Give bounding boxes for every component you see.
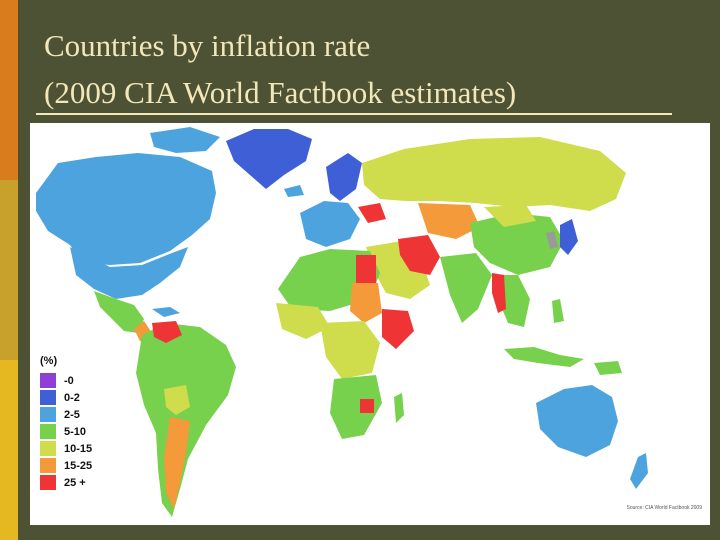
region-indonesia (504, 347, 584, 367)
region-iran (398, 235, 440, 275)
world-map-panel: (%) -0 0-2 2-5 5-10 10-15 15-25 25 + Source: C… (30, 123, 710, 525)
region-zimbabwe (360, 399, 374, 413)
region-japan (560, 219, 578, 255)
region-myanmar (492, 273, 506, 313)
region-horn-of-africa (382, 309, 414, 349)
region-canada-alaska (36, 153, 216, 265)
world-inflation-map (36, 127, 648, 517)
legend-label: 25 + (64, 476, 86, 489)
region-mexico (94, 291, 144, 333)
region-united-states (70, 247, 188, 299)
legend-label: 5-10 (64, 425, 87, 438)
legend-item: 5-10 (40, 423, 92, 440)
region-mongolia (484, 205, 536, 227)
region-korea (546, 231, 558, 249)
legend-swatch (40, 407, 56, 422)
region-ukraine (358, 203, 386, 223)
region-sudan (350, 283, 382, 323)
region-central-africa (320, 321, 380, 379)
legend-swatch (40, 424, 56, 439)
region-bolivia (164, 385, 190, 415)
legend-label: 10-15 (64, 442, 93, 455)
legend-items: -0 0-2 2-5 5-10 10-15 15-25 25 + (40, 372, 92, 491)
accent-bar-top (0, 0, 18, 180)
region-western-europe (300, 201, 360, 247)
legend-item: 2-5 (40, 406, 92, 423)
region-new-zealand (630, 453, 648, 489)
region-argentina (164, 417, 190, 509)
legend-item: 15-25 (40, 457, 92, 474)
slide-title-line-2: (2009 CIA World Factbook estimates) (44, 75, 517, 110)
region-scandinavia (326, 153, 362, 201)
legend-swatch (40, 373, 56, 388)
legend-item: 10-15 (40, 440, 92, 457)
region-arctic-islands (150, 127, 220, 153)
title-underline (36, 113, 672, 115)
region-china (470, 213, 564, 275)
region-russia (362, 137, 626, 211)
legend-swatch (40, 390, 56, 405)
legend-label: -0 (64, 374, 74, 387)
map-credit: Source: CIA World Factbook 2009 (626, 505, 702, 511)
legend-item: 0-2 (40, 389, 92, 406)
region-central-asia (418, 203, 480, 239)
accent-bar-middle (0, 180, 18, 360)
map-legend: (%) -0 0-2 2-5 5-10 10-15 15-25 25 + (40, 355, 92, 491)
region-southern-africa (330, 375, 382, 439)
region-madagascar (394, 393, 404, 423)
legend-swatch (40, 441, 56, 456)
region-greenland (226, 129, 312, 189)
accent-bar-bottom (0, 360, 18, 540)
slide-title-line-1: Countries by inflation rate (44, 28, 371, 63)
legend-swatch (40, 458, 56, 473)
legend-label: 0-2 (64, 391, 80, 404)
legend-item: 25 + (40, 474, 92, 491)
legend-swatch (40, 475, 56, 490)
region-iceland (284, 185, 304, 197)
slide-title: Countries by inflation rate (2009 CIA Wo… (44, 22, 516, 116)
legend-item: -0 (40, 372, 92, 389)
legend-title: (%) (40, 355, 58, 367)
region-egypt (356, 255, 376, 283)
region-australia (536, 385, 618, 457)
region-south-asia (440, 253, 492, 323)
legend-label: 2-5 (64, 408, 80, 421)
region-papua-new-guinea (594, 361, 622, 375)
region-west-africa (276, 303, 330, 339)
region-venezuela (152, 321, 182, 343)
legend-label: 15-25 (64, 459, 93, 472)
region-caribbean (152, 307, 180, 317)
region-south-america (136, 323, 236, 517)
region-philippines (552, 299, 564, 323)
